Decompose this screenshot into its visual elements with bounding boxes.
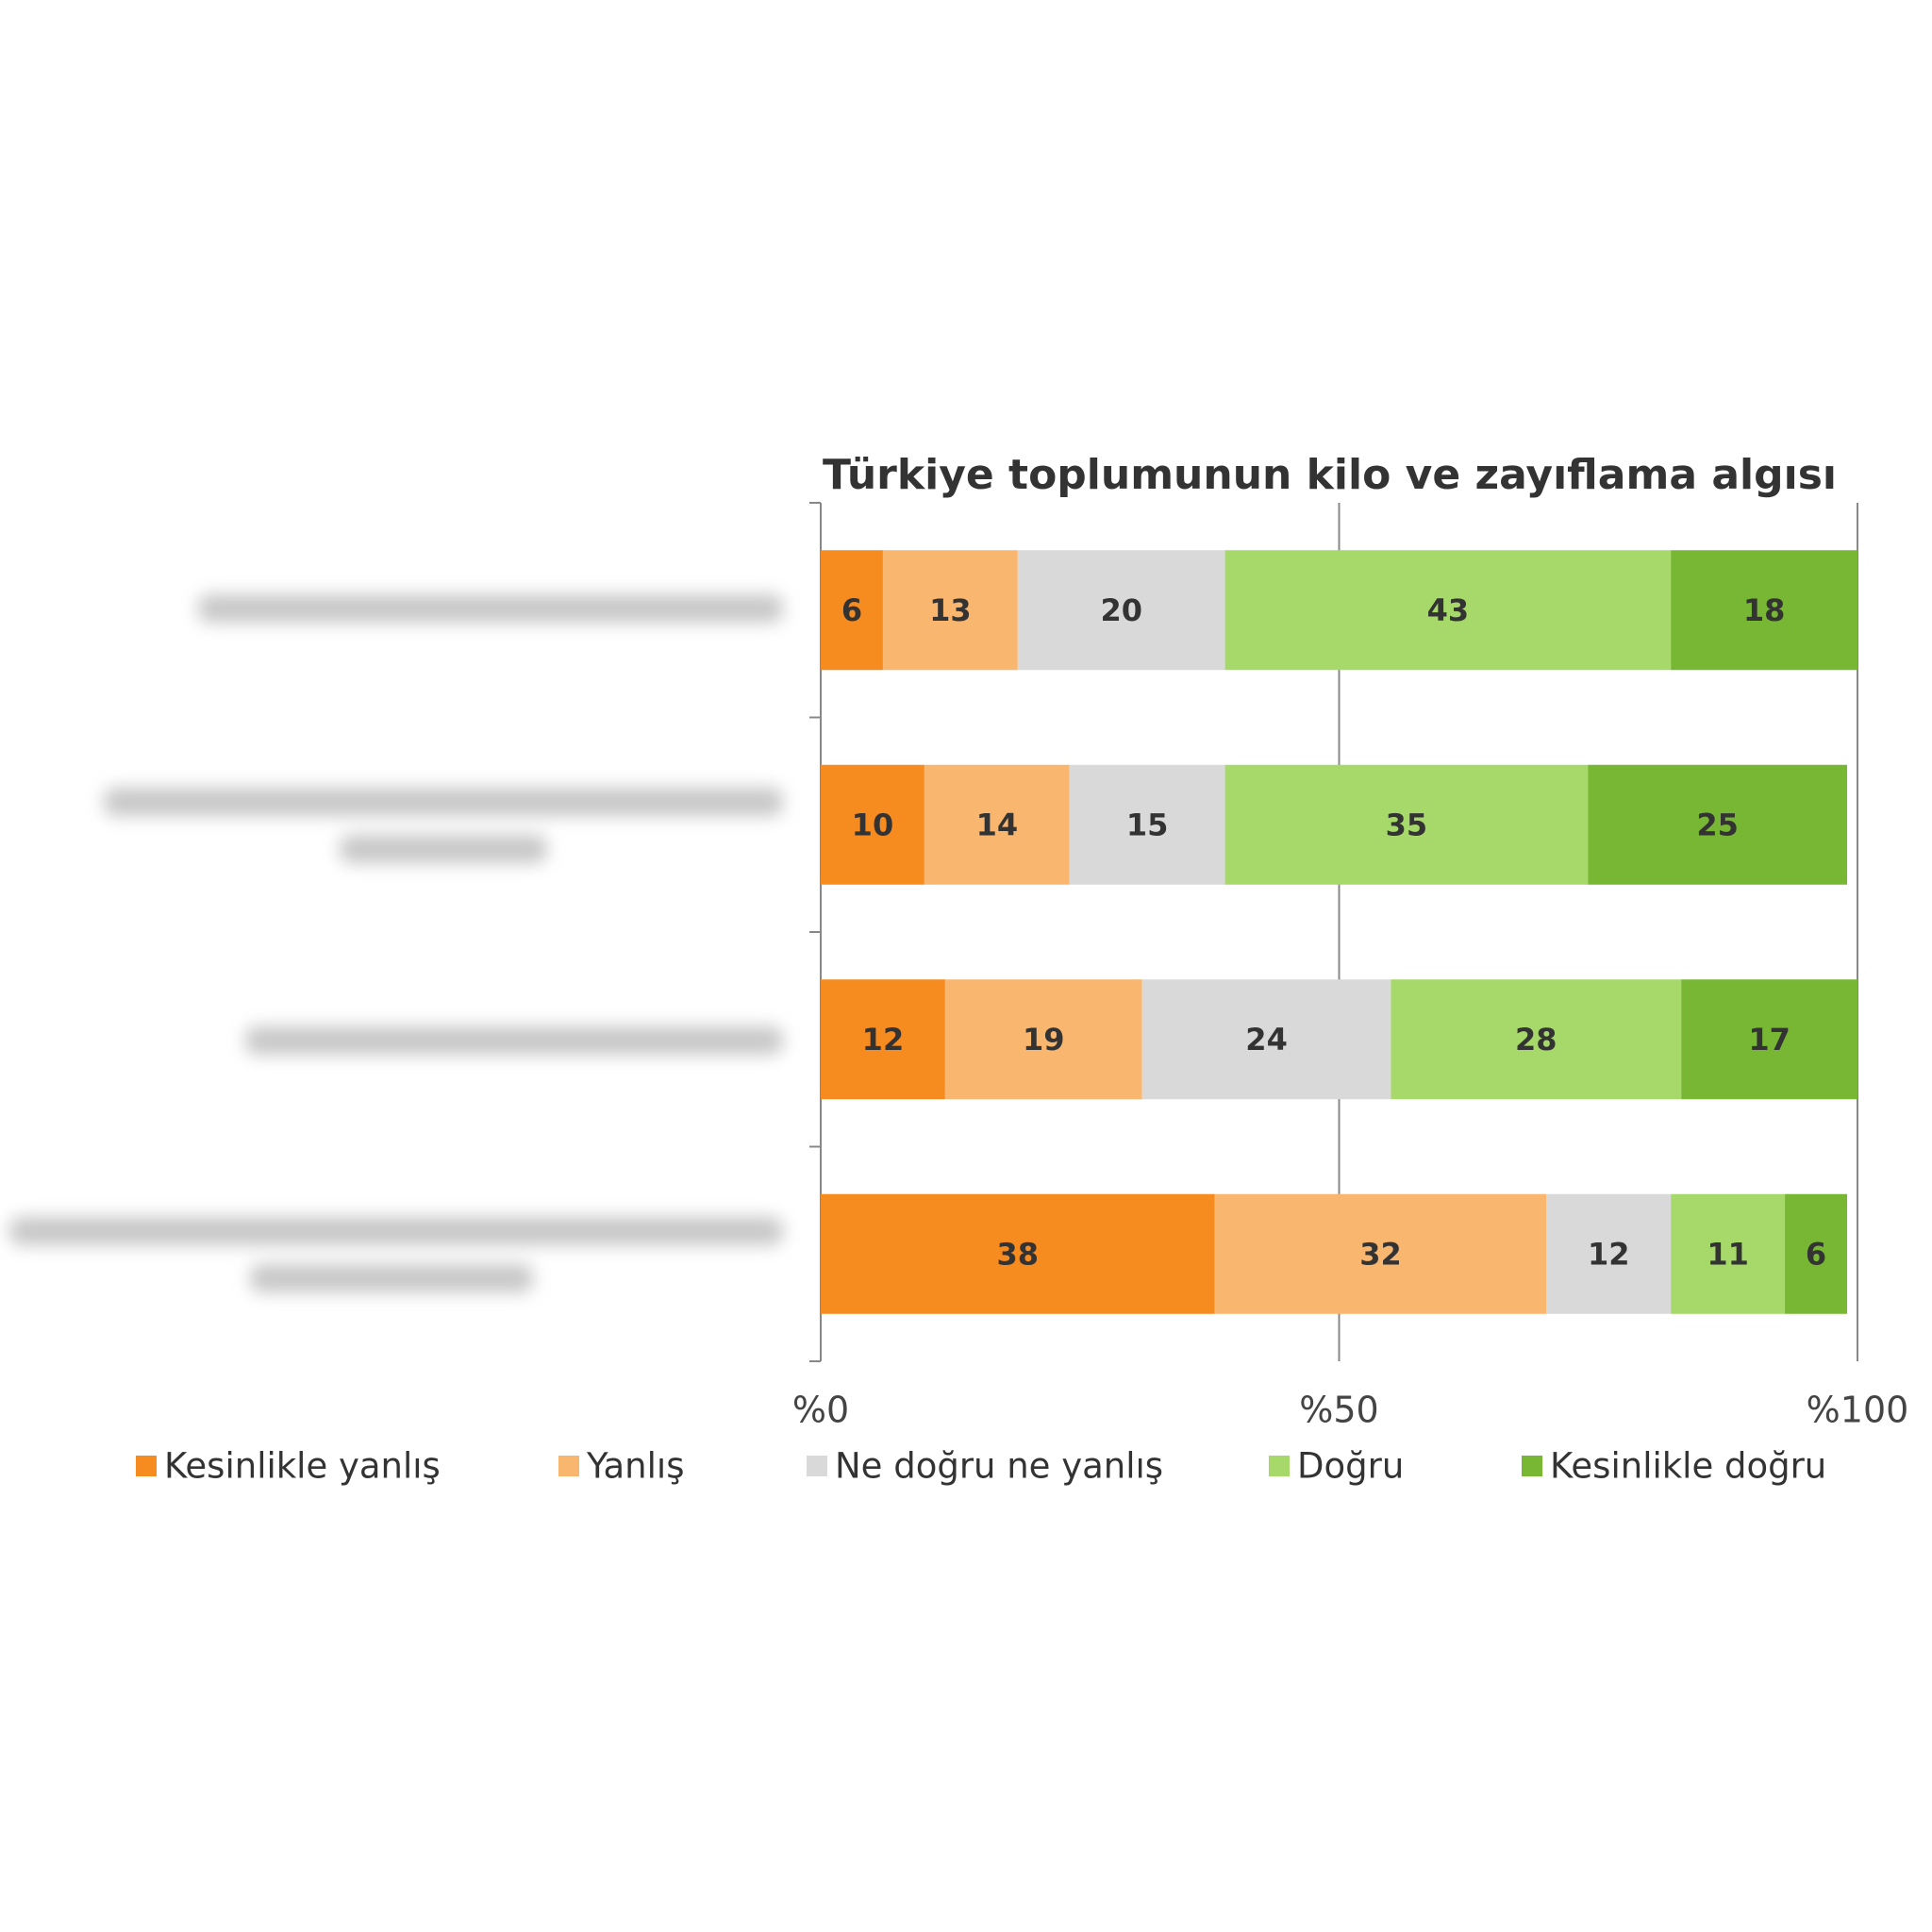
bar-segment bbox=[1069, 764, 1225, 885]
data-label: 25 bbox=[1696, 807, 1739, 842]
bar-segment bbox=[821, 979, 945, 1100]
bar-segment bbox=[1141, 979, 1391, 1100]
bar-segment bbox=[882, 550, 1018, 671]
data-label: 12 bbox=[862, 1022, 905, 1058]
data-label: 19 bbox=[1023, 1022, 1065, 1058]
bar-segment bbox=[924, 764, 1070, 885]
data-label: 28 bbox=[1515, 1022, 1557, 1058]
bar-segment bbox=[1546, 1193, 1672, 1314]
bar-segment bbox=[1224, 550, 1672, 671]
data-label: 17 bbox=[1748, 1022, 1790, 1058]
legend-label: Kesinlikle yanlış bbox=[164, 1446, 441, 1487]
legend-label: Yanlış bbox=[586, 1446, 684, 1487]
data-label: 11 bbox=[1707, 1236, 1749, 1272]
x-tick-label: %0 bbox=[792, 1390, 849, 1431]
bar-segment bbox=[1681, 979, 1857, 1100]
bar-segment bbox=[821, 550, 883, 671]
x-tick-label: %50 bbox=[1299, 1390, 1378, 1431]
data-label: 38 bbox=[997, 1236, 1040, 1272]
data-label: 32 bbox=[1359, 1236, 1402, 1272]
legend-label: Doğru bbox=[1297, 1446, 1404, 1487]
data-label: 10 bbox=[852, 807, 894, 842]
bar-segment bbox=[821, 1193, 1215, 1314]
data-label: 13 bbox=[929, 592, 972, 628]
blurred-labels bbox=[9, 594, 783, 1292]
legend-label: Kesinlikle doğru bbox=[1550, 1446, 1826, 1487]
bar-segment bbox=[821, 764, 924, 885]
bar-segment bbox=[1785, 1193, 1848, 1314]
legend-swatch bbox=[1522, 1456, 1542, 1476]
data-label: 20 bbox=[1100, 592, 1142, 628]
chart-title: Türkiye toplumunun kilo ve zayıflama alg… bbox=[823, 451, 1837, 499]
bar-segment bbox=[1017, 550, 1225, 671]
data-label: 24 bbox=[1245, 1022, 1288, 1058]
bar-segment bbox=[1588, 764, 1848, 885]
data-label: 6 bbox=[841, 592, 862, 628]
data-label: 18 bbox=[1743, 592, 1786, 628]
legend-swatch bbox=[558, 1456, 579, 1476]
bar-segment bbox=[1224, 764, 1589, 885]
data-label: 14 bbox=[976, 807, 1019, 842]
x-tick-label: %100 bbox=[1807, 1390, 1909, 1431]
bar-segment bbox=[1391, 979, 1682, 1100]
legend-swatch bbox=[807, 1456, 827, 1476]
data-label: 15 bbox=[1126, 807, 1169, 842]
data-label: 43 bbox=[1427, 592, 1470, 628]
bar-segment bbox=[944, 979, 1142, 1100]
legend-label: Ne doğru ne yanlış bbox=[835, 1446, 1163, 1487]
bar-segment bbox=[1214, 1193, 1547, 1314]
data-label: 6 bbox=[1806, 1236, 1826, 1272]
legend-swatch bbox=[136, 1456, 157, 1476]
data-label: 12 bbox=[1588, 1236, 1630, 1272]
data-label: 35 bbox=[1386, 807, 1428, 842]
bar-segment bbox=[1671, 1193, 1786, 1314]
legend-swatch bbox=[1269, 1456, 1290, 1476]
bar-segment bbox=[1671, 550, 1857, 671]
